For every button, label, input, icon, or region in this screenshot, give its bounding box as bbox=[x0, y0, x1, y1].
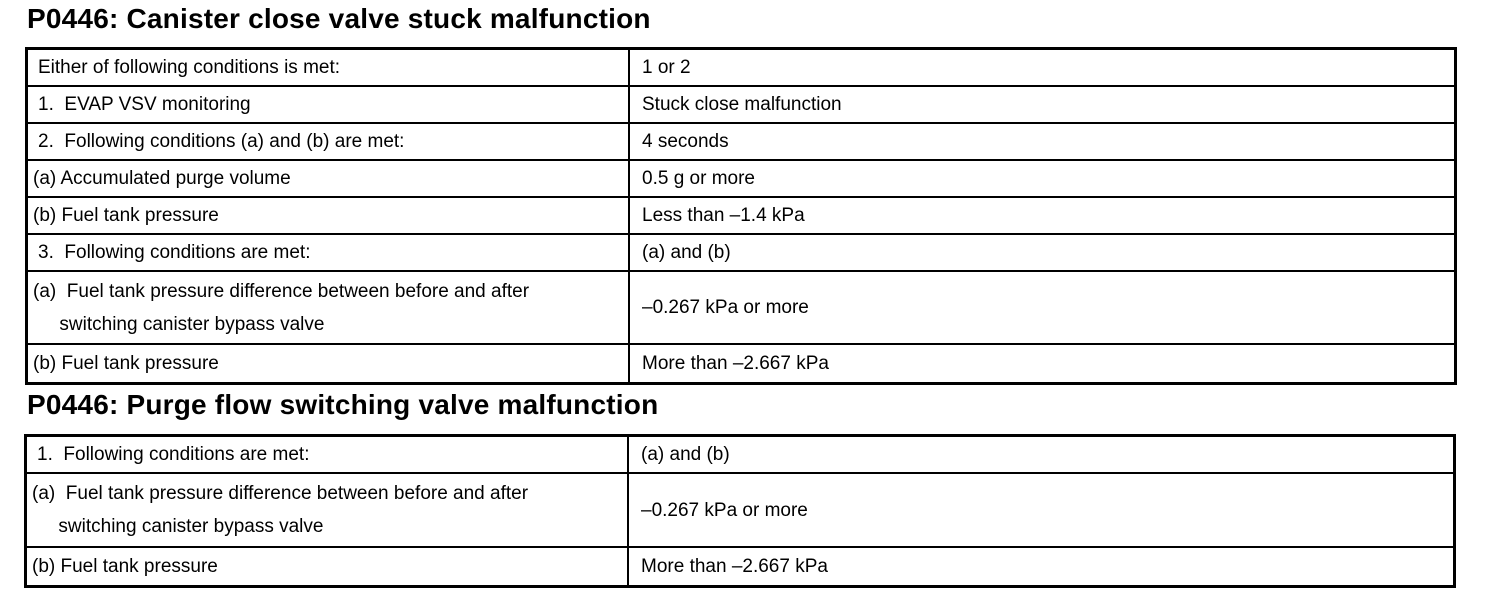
condition-cell: (a) Fuel tank pressure difference betwee… bbox=[27, 474, 629, 546]
table-row: (a) Fuel tank pressure difference betwee… bbox=[27, 474, 1453, 548]
conditions-table-1: Either of following conditions is met: 1… bbox=[25, 47, 1457, 385]
condition-cell: Either of following conditions is met: bbox=[28, 50, 630, 85]
table-row: Either of following conditions is met: 1… bbox=[28, 50, 1454, 87]
condition-cell: 1. EVAP VSV monitoring bbox=[28, 87, 630, 122]
value-cell: Less than –1.4 kPa bbox=[642, 205, 805, 226]
condition-cell: (b) Fuel tank pressure bbox=[28, 198, 630, 233]
table-row: 3. Following conditions are met: (a) and… bbox=[28, 235, 1454, 272]
section1-title: P0446: Canister close valve stuck malfun… bbox=[27, 3, 651, 34]
table-row: (a) Accumulated purge volume 0.5 g or mo… bbox=[28, 161, 1454, 198]
table-row: 1. EVAP VSV monitoring Stuck close malfu… bbox=[28, 87, 1454, 124]
table-row: (b) Fuel tank pressure Less than –1.4 kP… bbox=[28, 198, 1454, 235]
value-cell: More than –2.667 kPa bbox=[642, 353, 829, 374]
value-cell: 1 or 2 bbox=[642, 57, 691, 78]
value-cell: –0.267 kPa or more bbox=[641, 499, 808, 521]
value-cell: (a) and (b) bbox=[641, 444, 730, 465]
condition-cell: (a) Accumulated purge volume bbox=[28, 161, 630, 196]
value-cell: –0.267 kPa or more bbox=[642, 297, 809, 318]
conditions-table-2: 1. Following conditions are met: (a) and… bbox=[24, 434, 1456, 588]
table-row: 1. Following conditions are met: (a) and… bbox=[27, 437, 1453, 474]
table-row: 2. Following conditions (a) and (b) are … bbox=[28, 124, 1454, 161]
value-cell: 0.5 g or more bbox=[642, 168, 755, 189]
condition-cell: (b) Fuel tank pressure bbox=[28, 345, 630, 382]
table-row: (b) Fuel tank pressure More than –2.667 … bbox=[27, 548, 1453, 585]
condition-cell: 3. Following conditions are met: bbox=[28, 235, 630, 270]
condition-cell: (b) Fuel tank pressure bbox=[27, 548, 629, 585]
value-cell: 4 seconds bbox=[642, 131, 729, 152]
table-row: (a) Fuel tank pressure difference betwee… bbox=[28, 272, 1454, 345]
table-row: (b) Fuel tank pressure More than –2.667 … bbox=[28, 345, 1454, 382]
condition-cell: 2. Following conditions (a) and (b) are … bbox=[28, 124, 630, 159]
value-cell: More than –2.667 kPa bbox=[641, 556, 828, 577]
value-cell: Stuck close malfunction bbox=[642, 94, 842, 115]
section2-title: P0446: Purge flow switching valve malfun… bbox=[27, 389, 659, 420]
condition-cell: 1. Following conditions are met: bbox=[27, 437, 629, 472]
condition-cell: (a) Fuel tank pressure difference betwee… bbox=[28, 272, 630, 343]
value-cell: (a) and (b) bbox=[642, 242, 731, 263]
